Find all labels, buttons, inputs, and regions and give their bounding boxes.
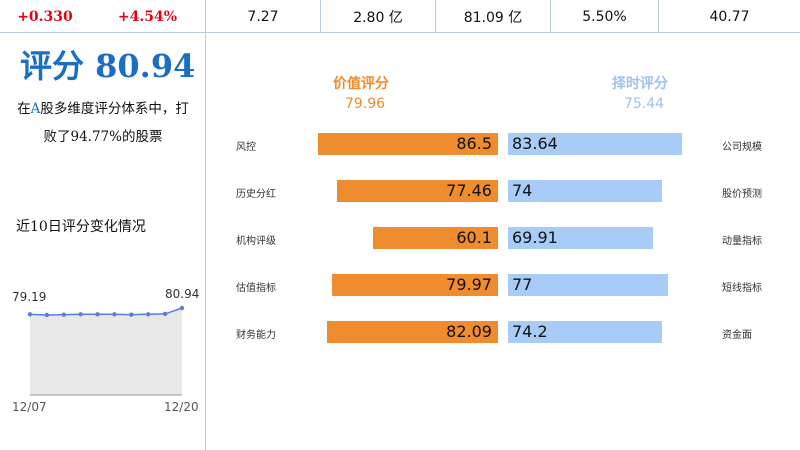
right-category-label: 公司规模 [722,142,762,153]
timing-bar-label: 69.91 [512,228,558,247]
timing-bar: 74.2 [508,321,663,343]
desc-rest: 股多维度评分体系中，打败了94.77%的股票 [40,101,189,145]
value-bar-label: 77.46 [446,181,492,200]
timing-bar: 77 [508,274,669,296]
overall-score-title: 评分 80.94 [20,47,196,85]
trend-point [78,312,83,317]
trend-point [129,312,134,317]
date-start-label: 12/07 [12,400,47,414]
timing-bar-label: 74 [512,181,533,200]
value-bar-label: 86.5 [456,134,492,153]
trend-area [30,308,182,395]
desc-highlight: A [30,101,41,117]
desc-prefix: 在 [17,101,31,117]
trend-point [95,312,100,317]
right-category-label: 股价预测 [722,189,762,200]
trend-point [27,312,33,317]
trend-start-label: 79.19 [12,290,46,304]
trend-point [162,311,168,317]
value-score-header: 价值评分 [333,76,389,92]
right-category-label: 资金面 [722,330,752,341]
timing-bar-label: 74.2 [512,322,548,341]
timing-bar-label: 77 [512,275,533,294]
timing-bar: 69.91 [508,227,654,249]
trend-point [61,312,66,317]
score-trend-chart: 79.19 80.94 12/07 12/20 [12,287,199,414]
value-bar-label: 60.1 [456,228,492,247]
value-bar: 82.09 [327,321,498,343]
left-category-label: 机构评级 [236,236,276,247]
left-category-label: 估值指标 [236,283,276,294]
rank-description: 在A股多维度评分体系中，打败了94.77%的股票 [14,95,192,151]
timing-score: 75.44 [624,96,665,112]
change-pct: +4.54% [90,0,206,33]
right-category-label: 动量指标 [722,236,762,247]
trend-point [112,312,117,317]
change-abs: +0.330 [17,8,73,25]
timing-bar: 83.64 [508,133,683,155]
date-end-label: 12/20 [164,400,199,414]
value-bar: 86.5 [318,133,498,155]
left-category-label: 历史分红 [236,189,276,200]
trend-title: 近10日评分变化情况 [16,219,146,235]
amount: 81.09 亿 [436,0,551,33]
trend-point [179,305,185,311]
price: 7.27 [206,0,321,33]
score-small: 40.77 [709,8,750,25]
quote-bar: +0.330 +4.54% 7.27 2.80 亿 81.09 亿 5.50% … [0,0,800,33]
trend-line [29,307,183,316]
timing-score-header: 择时评分 [612,76,668,92]
left-category-label: 风控 [236,142,256,153]
timing-bar: 74 [508,180,662,202]
summary-panel: 评分 80.94 在A股多维度评分体系中，打败了94.77%的股票 近10日评分… [0,33,206,450]
trend-point [44,312,50,318]
left-category-label: 财务能力 [236,330,276,341]
rate: 5.50% [551,0,659,33]
trend-point [146,312,151,317]
trend-end-label: 80.94 [165,287,199,301]
value-bar: 60.1 [372,227,498,249]
value-bar: 77.46 [336,180,498,202]
volume: 2.80 亿 [321,0,436,33]
value-bar-label: 82.09 [446,322,492,341]
value-bar: 79.97 [331,274,498,296]
value-bar-label: 79.97 [446,275,492,294]
value-score: 79.96 [345,96,386,112]
timing-bar-label: 83.64 [512,134,558,153]
right-category-label: 短线指标 [722,283,762,294]
